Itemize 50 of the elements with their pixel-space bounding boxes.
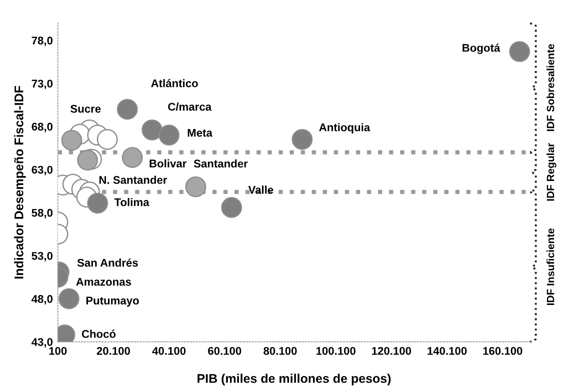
- x-tick-label: 60.100: [208, 346, 242, 355]
- annotation: Amazonas: [76, 278, 132, 286]
- point: [96, 128, 118, 150]
- x-tick-label: 100: [49, 346, 67, 355]
- x-tick-label: 40.100: [152, 346, 186, 355]
- y-tick-label: 58,0: [32, 208, 53, 218]
- point: [185, 176, 206, 198]
- y-tick-label: 73,0: [32, 80, 53, 90]
- point: [77, 150, 98, 171]
- annotation: Tolima: [114, 198, 150, 206]
- text: IDF Regular: [546, 143, 556, 201]
- y-tick-label: 63,0: [32, 166, 53, 176]
- point: [509, 41, 530, 62]
- y-tick-label: 43,0: [32, 338, 53, 348]
- x-tick-label: 140.100: [428, 346, 467, 355]
- annotation: Bogotá: [462, 44, 500, 54]
- annotation: Putumayo: [86, 296, 139, 307]
- y-tick-label: 53,0: [32, 252, 53, 262]
- point: [221, 197, 242, 218]
- point: [58, 288, 80, 310]
- annotation: Santander: [194, 159, 248, 168]
- annotation: Meta: [188, 128, 212, 137]
- point: [142, 119, 163, 140]
- y-tick-label: 68,0: [32, 122, 53, 132]
- annotation: N. Santander: [99, 176, 168, 184]
- annotation: Sucre: [70, 104, 101, 113]
- annotation: San Andrés: [77, 258, 138, 267]
- x-tick-label: 120.100: [372, 346, 412, 355]
- annotation: C/marca: [168, 102, 212, 111]
- point: [61, 130, 82, 151]
- x-tick-label: 20.100: [96, 346, 130, 355]
- x-axis-title: PIB (miles de millones de pesos): [198, 374, 391, 386]
- annotation: Valle: [248, 186, 274, 194]
- point: [158, 124, 180, 146]
- text: IDF Insuficiente: [546, 228, 554, 305]
- point: [122, 147, 143, 168]
- annotation: Antioquia: [319, 123, 370, 134]
- annotation: Atlántico: [151, 78, 198, 88]
- point: [292, 128, 313, 150]
- point: [87, 192, 108, 214]
- x-tick-label: 100.100: [316, 346, 356, 355]
- y-tick-label: 78,0: [32, 36, 53, 46]
- text: IDF Sobresaliente: [546, 44, 554, 132]
- y-axis-title: Indicador Desempeño Fiscal-IDF: [14, 86, 26, 279]
- annotation: Chocó: [82, 330, 116, 338]
- x-tick-label: 80.100: [264, 346, 297, 355]
- point: [116, 98, 138, 120]
- y-tick-label: 48,0: [32, 295, 53, 305]
- x-tick-label: 160.100: [483, 346, 522, 355]
- annotation: Bolivar: [150, 159, 187, 168]
